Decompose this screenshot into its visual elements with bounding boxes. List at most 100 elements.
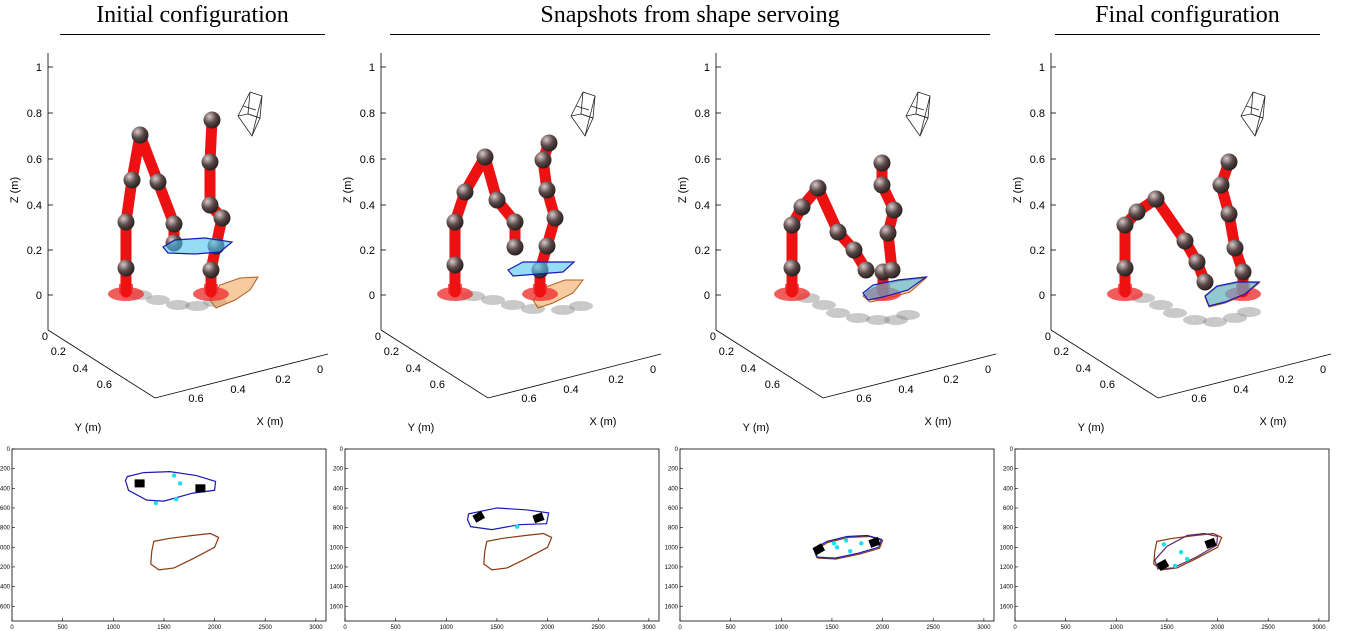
feature-point [834, 545, 840, 550]
shadow-blob [1183, 315, 1207, 325]
camera-wireframe [1240, 91, 1266, 137]
feature-point [1172, 563, 1178, 569]
axis-frame [380, 53, 662, 399]
img-y-tick-label: 400 [1003, 486, 1014, 492]
image-frame [679, 448, 995, 622]
z-tick-label: 0.4 [695, 200, 710, 212]
object-current [162, 237, 234, 255]
robot-joint [534, 151, 552, 169]
z-axis-label: Z (m) [677, 177, 689, 203]
x-tick-label: 0.2 [275, 374, 290, 386]
y-tick-label: 0.4 [1076, 363, 1091, 375]
img-y-tick-label: 200 [668, 467, 679, 473]
shadow-blob [1237, 307, 1261, 317]
feature-point [171, 473, 177, 478]
z-axis-label: Z (m) [342, 177, 354, 203]
img-y-tick-label: 800 [333, 526, 344, 532]
img-y-tick-label: 600 [668, 506, 679, 512]
img-x-tick-label: 2500 [592, 625, 606, 631]
shadow-blob [1203, 317, 1227, 327]
image-frame [11, 448, 327, 622]
robot-joint [873, 176, 891, 194]
y-axis-label: Y (m) [1078, 422, 1105, 434]
z-tick-label: 0.8 [1030, 108, 1045, 120]
x-tick-label: 0 [1320, 364, 1326, 376]
marker [1156, 559, 1170, 571]
marker [195, 484, 206, 493]
axis-frame [47, 53, 329, 399]
robot-joint [1226, 239, 1244, 257]
robot-joint [1128, 203, 1146, 221]
robot-joint [1147, 190, 1165, 208]
img-y-tick-label: 800 [1003, 526, 1014, 532]
z-tick-label: 0.2 [695, 245, 710, 257]
shadow-blob [569, 301, 593, 311]
img-x-tick-label: 2000 [876, 625, 890, 631]
img-y-tick-label: 1000 [330, 545, 344, 551]
img-y-tick-label: 1600 [330, 604, 344, 610]
robot-joint [446, 256, 464, 274]
x-axis-label: X (m) [925, 416, 952, 428]
z-tick-label: 0.2 [27, 245, 42, 257]
robot-joint [873, 154, 891, 172]
x-tick-label: 0.6 [1191, 393, 1206, 405]
img-y-tick-label: 400 [333, 486, 344, 492]
img-y-tick-label: 600 [1003, 506, 1014, 512]
x-axis-label: X (m) [590, 416, 617, 428]
img-x-tick-label: 1500 [825, 625, 839, 631]
y-tick-label: 0 [42, 331, 48, 343]
y-tick-label: 0.4 [406, 363, 421, 375]
img-y-tick-label: 0 [7, 447, 11, 453]
feature-point [173, 496, 179, 502]
feature-point [177, 481, 183, 486]
image-frame [344, 448, 660, 622]
img-y-tick-label: 0 [675, 447, 679, 453]
robot-joint [201, 153, 219, 171]
robot-joint [202, 261, 220, 279]
img-y-tick-label: 200 [333, 467, 344, 473]
header-initial: Initial configuration [96, 2, 289, 28]
robot-joint [845, 241, 863, 259]
img-x-tick-label: 500 [1061, 625, 1072, 631]
robot-joint [506, 238, 524, 256]
img-x-tick-label: 3000 [642, 625, 656, 631]
img-y-tick-label: 400 [0, 486, 11, 492]
x-tick-label: 0 [650, 364, 656, 376]
y-tick-label: 0 [1045, 331, 1051, 343]
z-tick-label: 0.6 [27, 154, 42, 166]
current-contour [466, 507, 550, 531]
x-tick-label: 0.4 [563, 384, 578, 396]
robot-joint [540, 134, 558, 152]
header-final-rule [1055, 34, 1320, 35]
panel-3d-snapshot-1: 10.80.60.40.20Z (m)00.20.40.6Y (m)0.60.4… [342, 53, 662, 434]
shadow-blob [501, 300, 525, 310]
panel-3d-initial: 10.80.60.40.20Z (m)00.20.40.6Y (m)0.60.4… [9, 53, 329, 434]
img-y-tick-label: 200 [0, 467, 11, 473]
img-x-tick-label: 2000 [1211, 625, 1225, 631]
img-x-tick-label: 3000 [309, 625, 323, 631]
robot-joint [1196, 273, 1214, 291]
target-contour [1153, 532, 1223, 571]
robot-joint [1234, 263, 1252, 281]
camera-wireframe [570, 91, 596, 137]
robot-joint [1176, 232, 1194, 250]
feature-point [514, 524, 520, 529]
axis-frame [1050, 53, 1332, 399]
img-x-tick-label: 3000 [977, 625, 991, 631]
img-y-tick-label: 800 [668, 526, 679, 532]
x-tick-label: 0 [985, 364, 991, 376]
shadow-blob [166, 300, 190, 310]
img-y-tick-label: 1200 [0, 565, 11, 571]
robot-joint [506, 213, 524, 231]
x-tick-label: 0.2 [943, 374, 958, 386]
robot-joint [829, 223, 847, 241]
marker [532, 512, 545, 524]
marker [1204, 537, 1217, 549]
img-y-tick-label: 400 [668, 486, 679, 492]
x-tick-label: 0.4 [1233, 384, 1248, 396]
x-tick-label: 0.2 [608, 374, 623, 386]
img-x-tick-label: 1000 [1110, 625, 1124, 631]
feature-point [153, 500, 159, 506]
img-y-tick-label: 800 [0, 526, 11, 532]
img-y-tick-label: 1200 [665, 565, 679, 571]
